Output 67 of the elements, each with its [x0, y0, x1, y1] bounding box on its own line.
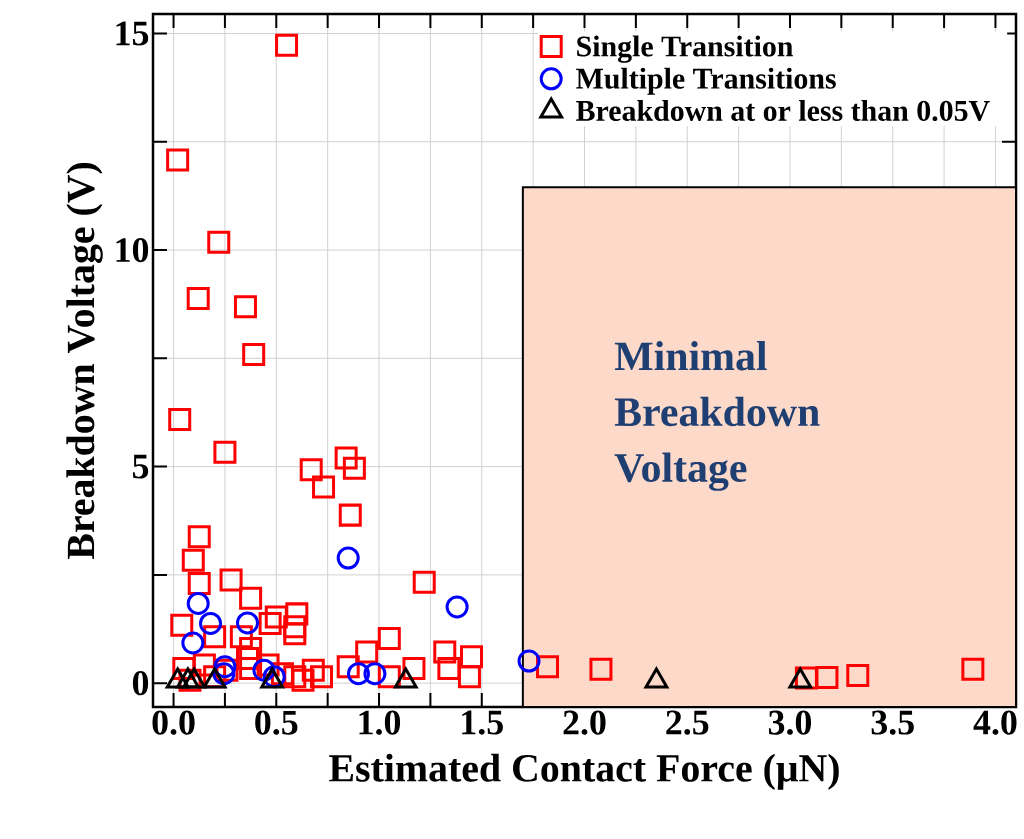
point [589, 657, 613, 681]
point [346, 662, 370, 686]
y-tick-label: 0 [132, 671, 149, 696]
point [363, 662, 387, 686]
band-label: Minimal Breakdown Voltage [614, 341, 820, 491]
y-tick-label: 10 [116, 237, 149, 263]
point [233, 295, 257, 319]
point [219, 568, 243, 592]
point [815, 666, 839, 690]
point [459, 645, 483, 669]
y-tick-label: 15 [116, 21, 149, 46]
point [181, 631, 205, 655]
point [283, 622, 307, 646]
point [186, 591, 210, 615]
point [457, 665, 481, 689]
point [242, 342, 266, 366]
point [166, 148, 190, 172]
x-tick-label: 3.5 [871, 710, 914, 735]
x-tick-label: 0.0 [152, 710, 195, 735]
point [264, 605, 288, 629]
point [961, 657, 985, 681]
legend-label: Breakdown at or less than 0.05V [576, 99, 990, 122]
x-tick-label: 1.0 [359, 710, 401, 735]
point [168, 407, 192, 431]
point [285, 602, 309, 626]
point [301, 658, 325, 682]
point [336, 655, 360, 679]
point [291, 668, 315, 692]
point [187, 525, 211, 549]
x-tick-label: 2.5 [666, 710, 709, 735]
point [239, 586, 263, 610]
point [846, 663, 870, 687]
x-tick-label: 2.0 [563, 710, 606, 735]
x-tick-label: 1.5 [462, 710, 503, 735]
legend-label: Single Transition [577, 35, 793, 63]
point [258, 611, 282, 635]
x-tick-label: 0.5 [255, 710, 298, 735]
point [236, 611, 260, 635]
point [199, 611, 223, 635]
point [312, 475, 336, 499]
point [309, 665, 333, 689]
y-axis-title: Breakdown Voltage (V) [66, 163, 103, 560]
x-tick-label: 3.0 [768, 710, 812, 735]
point [283, 615, 307, 639]
point [186, 287, 210, 311]
point [412, 570, 436, 594]
point [336, 546, 360, 570]
point [207, 230, 231, 254]
point [170, 613, 194, 637]
point [275, 33, 299, 57]
point [334, 446, 358, 470]
point [213, 440, 237, 464]
y-tick-label: 5 [132, 454, 149, 479]
point [377, 627, 401, 651]
x-axis-title: Estimated Contact Force (μN) [329, 753, 839, 790]
legend-label: Multiple Transitions [576, 67, 836, 95]
point [342, 456, 366, 480]
point [437, 656, 461, 680]
point [229, 625, 253, 649]
x-tick-label: 4.0 [973, 710, 1017, 735]
point [355, 640, 379, 664]
point [338, 503, 362, 527]
point [517, 649, 541, 673]
point [445, 595, 469, 619]
point [433, 640, 457, 664]
point [299, 458, 323, 482]
point [181, 548, 205, 572]
